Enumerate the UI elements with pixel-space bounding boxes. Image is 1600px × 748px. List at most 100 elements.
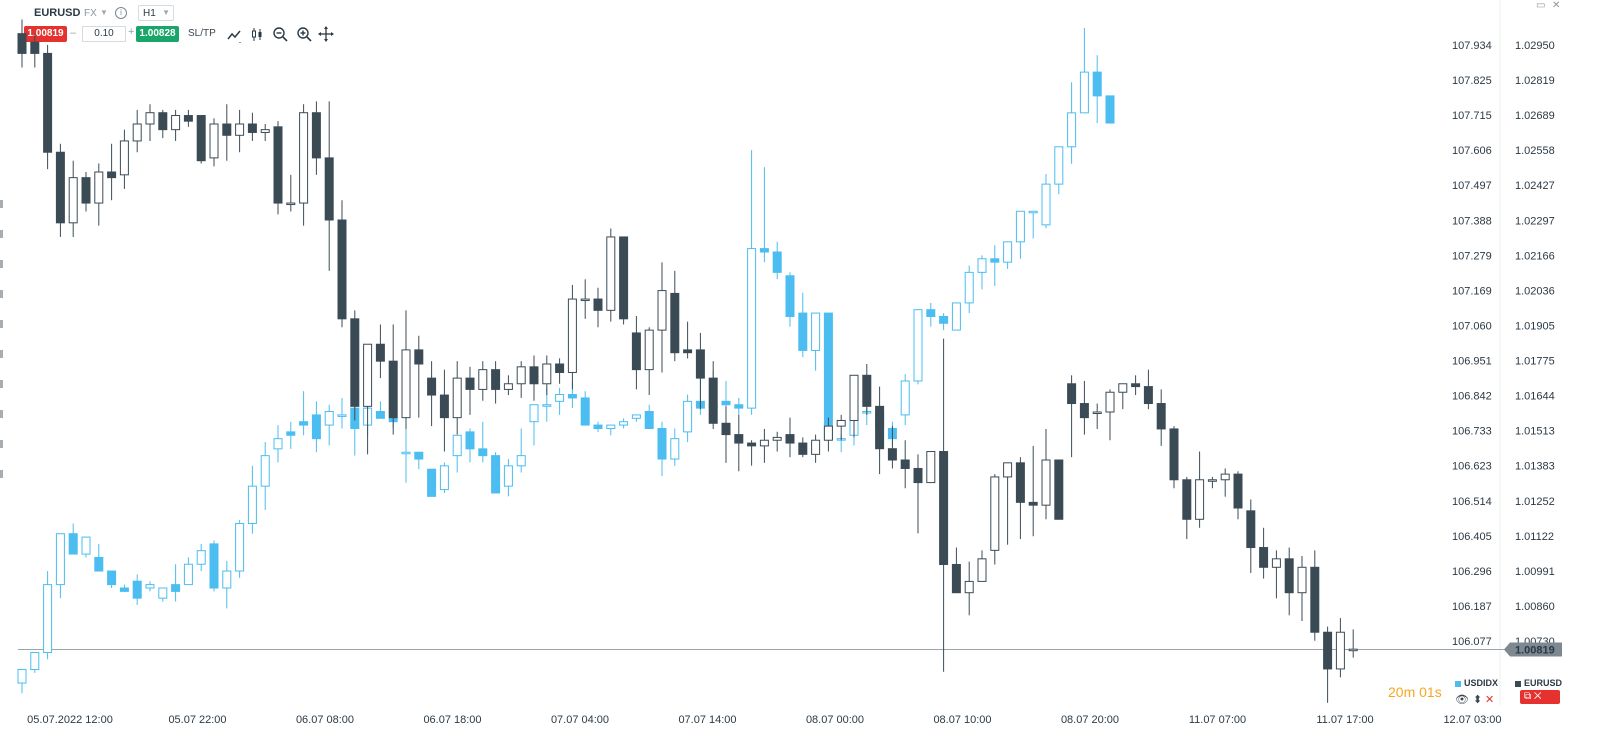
minimize-icon[interactable]: ▭ (1536, 0, 1546, 11)
usdidx-candle (785, 275, 795, 317)
buy-button[interactable]: 1.00828 (136, 26, 179, 42)
eurusd-candle (875, 405, 885, 450)
eurusd-candle (644, 329, 654, 371)
usdidx-candle (555, 394, 565, 402)
time-axis-tick: 07.07 04:00 (551, 714, 609, 726)
usdidx-candle (30, 651, 40, 670)
usdidx-axis-tick: 106.733 (1452, 426, 1492, 438)
remove-series-icon[interactable]: ✕ (1485, 694, 1495, 706)
usdidx-candle (439, 465, 449, 491)
usdidx-candle (414, 451, 424, 460)
usdidx-candle (491, 455, 501, 494)
market-tag: FX (84, 8, 97, 19)
eurusd-candle (542, 363, 552, 385)
eurusd-candle (273, 126, 283, 204)
eurusd-candle (657, 290, 667, 331)
timeframe-select[interactable]: H1 ▼ (138, 5, 174, 21)
usdidx-candle (209, 543, 219, 589)
usdidx-candle (171, 584, 181, 592)
eurusd-axis-tick: 1.02427 (1515, 180, 1555, 192)
usdidx-swatch (1455, 680, 1461, 687)
eurusd-candle (951, 563, 961, 594)
eurusd-candle (721, 422, 731, 436)
eye-icon[interactable]: 👁 (1455, 694, 1469, 706)
usdidx-axis-tick: 106.405 (1452, 531, 1492, 543)
usdidx-candle (375, 411, 385, 419)
eurusd-candle (491, 369, 501, 390)
legend-eurusd[interactable]: EURUSD (1515, 678, 1562, 688)
zoom-in-icon[interactable] (296, 26, 314, 44)
eurusd-candle (30, 41, 40, 54)
eurusd-candle (94, 171, 104, 204)
eurusd-candle (913, 467, 923, 484)
usdidx-candle (81, 536, 91, 555)
eurusd-candle (580, 298, 590, 302)
eurusd-candle (247, 123, 257, 133)
eurusd-candle (785, 434, 795, 444)
usdidx-candle (337, 414, 347, 417)
usdidx-candle (593, 424, 603, 429)
usdidx-candle (990, 258, 1000, 263)
usdidx-axis-tick: 106.077 (1452, 636, 1492, 648)
close-icon[interactable]: ✕ (1552, 0, 1561, 11)
remove-main-series-button[interactable]: ⧉ ✕ (1520, 690, 1560, 704)
eurusd-candle (708, 377, 718, 424)
eurusd-candle (171, 115, 181, 131)
usdidx-candle (145, 584, 155, 589)
usdidx-axis-tick: 107.715 (1452, 110, 1492, 122)
eurusd-candle (1297, 566, 1307, 594)
eurusd-candle (926, 451, 936, 484)
usdidx-candle (1054, 146, 1064, 185)
symbol-dropdown-chevron-icon[interactable]: ▼ (100, 8, 108, 17)
usdidx-candle (811, 312, 821, 351)
eurusd-axis-tick: 1.01905 (1515, 320, 1555, 332)
eurusd-candle (1323, 631, 1333, 670)
usdidx-candle (951, 302, 961, 331)
eurusd-candle (567, 298, 577, 373)
lot-size-input[interactable]: 0.10 (82, 26, 126, 42)
candle-type-icon[interactable] (250, 26, 268, 44)
usdidx-axis-tick: 106.623 (1452, 461, 1492, 473)
line-style-icon[interactable] (226, 26, 244, 44)
usdidx-candle (247, 485, 257, 525)
eurusd-candle (158, 112, 168, 131)
eurusd-candle (555, 363, 565, 373)
usdidx-axis-tick: 107.606 (1452, 145, 1492, 157)
usdidx-candle (119, 587, 129, 592)
usdidx-candle (183, 563, 193, 586)
current-price-label: 1.00819 (1515, 644, 1555, 656)
eurusd-candle (299, 112, 309, 204)
crosshair-icon[interactable] (318, 26, 336, 44)
eurusd-candle (1271, 558, 1281, 568)
eurusd-axis-tick: 1.01252 (1515, 496, 1555, 508)
symbol-name[interactable]: EURUSD (34, 7, 81, 19)
sltp-button[interactable]: SL/TP (188, 28, 216, 39)
usdidx-candle (734, 404, 744, 409)
usdidx-candle (427, 468, 437, 497)
info-icon[interactable]: i (115, 7, 127, 19)
time-axis-tick: 08.07 20:00 (1061, 714, 1119, 726)
eurusd-candle (183, 115, 193, 122)
eurusd-candle (747, 442, 757, 447)
eurusd-candle (196, 115, 206, 162)
usdidx-candle (1092, 71, 1102, 97)
eurusd-candle (1220, 473, 1230, 481)
usdidx-axis-tick: 106.951 (1452, 356, 1492, 368)
usdidx-axis-tick: 107.825 (1452, 75, 1492, 87)
eurusd-axis-tick: 1.01513 (1515, 426, 1555, 438)
eurusd-candle (55, 151, 65, 224)
legend-usdidx[interactable]: USDIDX (1455, 678, 1498, 688)
usdidx-candle (670, 438, 680, 460)
lot-decrease-button[interactable]: – (70, 27, 77, 39)
zoom-out-icon[interactable] (272, 26, 290, 44)
usdidx-candle (721, 400, 731, 406)
usdidx-candle (1105, 95, 1115, 124)
eurusd-candle (1233, 473, 1243, 509)
sort-icon[interactable]: ⬍ (1473, 694, 1483, 706)
usdidx-candle (964, 271, 974, 304)
usdidx-candle (260, 455, 270, 487)
lot-increase-button[interactable]: + (128, 26, 135, 38)
usdidx-axis-tick: 107.497 (1452, 180, 1492, 192)
eurusd-candle (427, 377, 437, 396)
